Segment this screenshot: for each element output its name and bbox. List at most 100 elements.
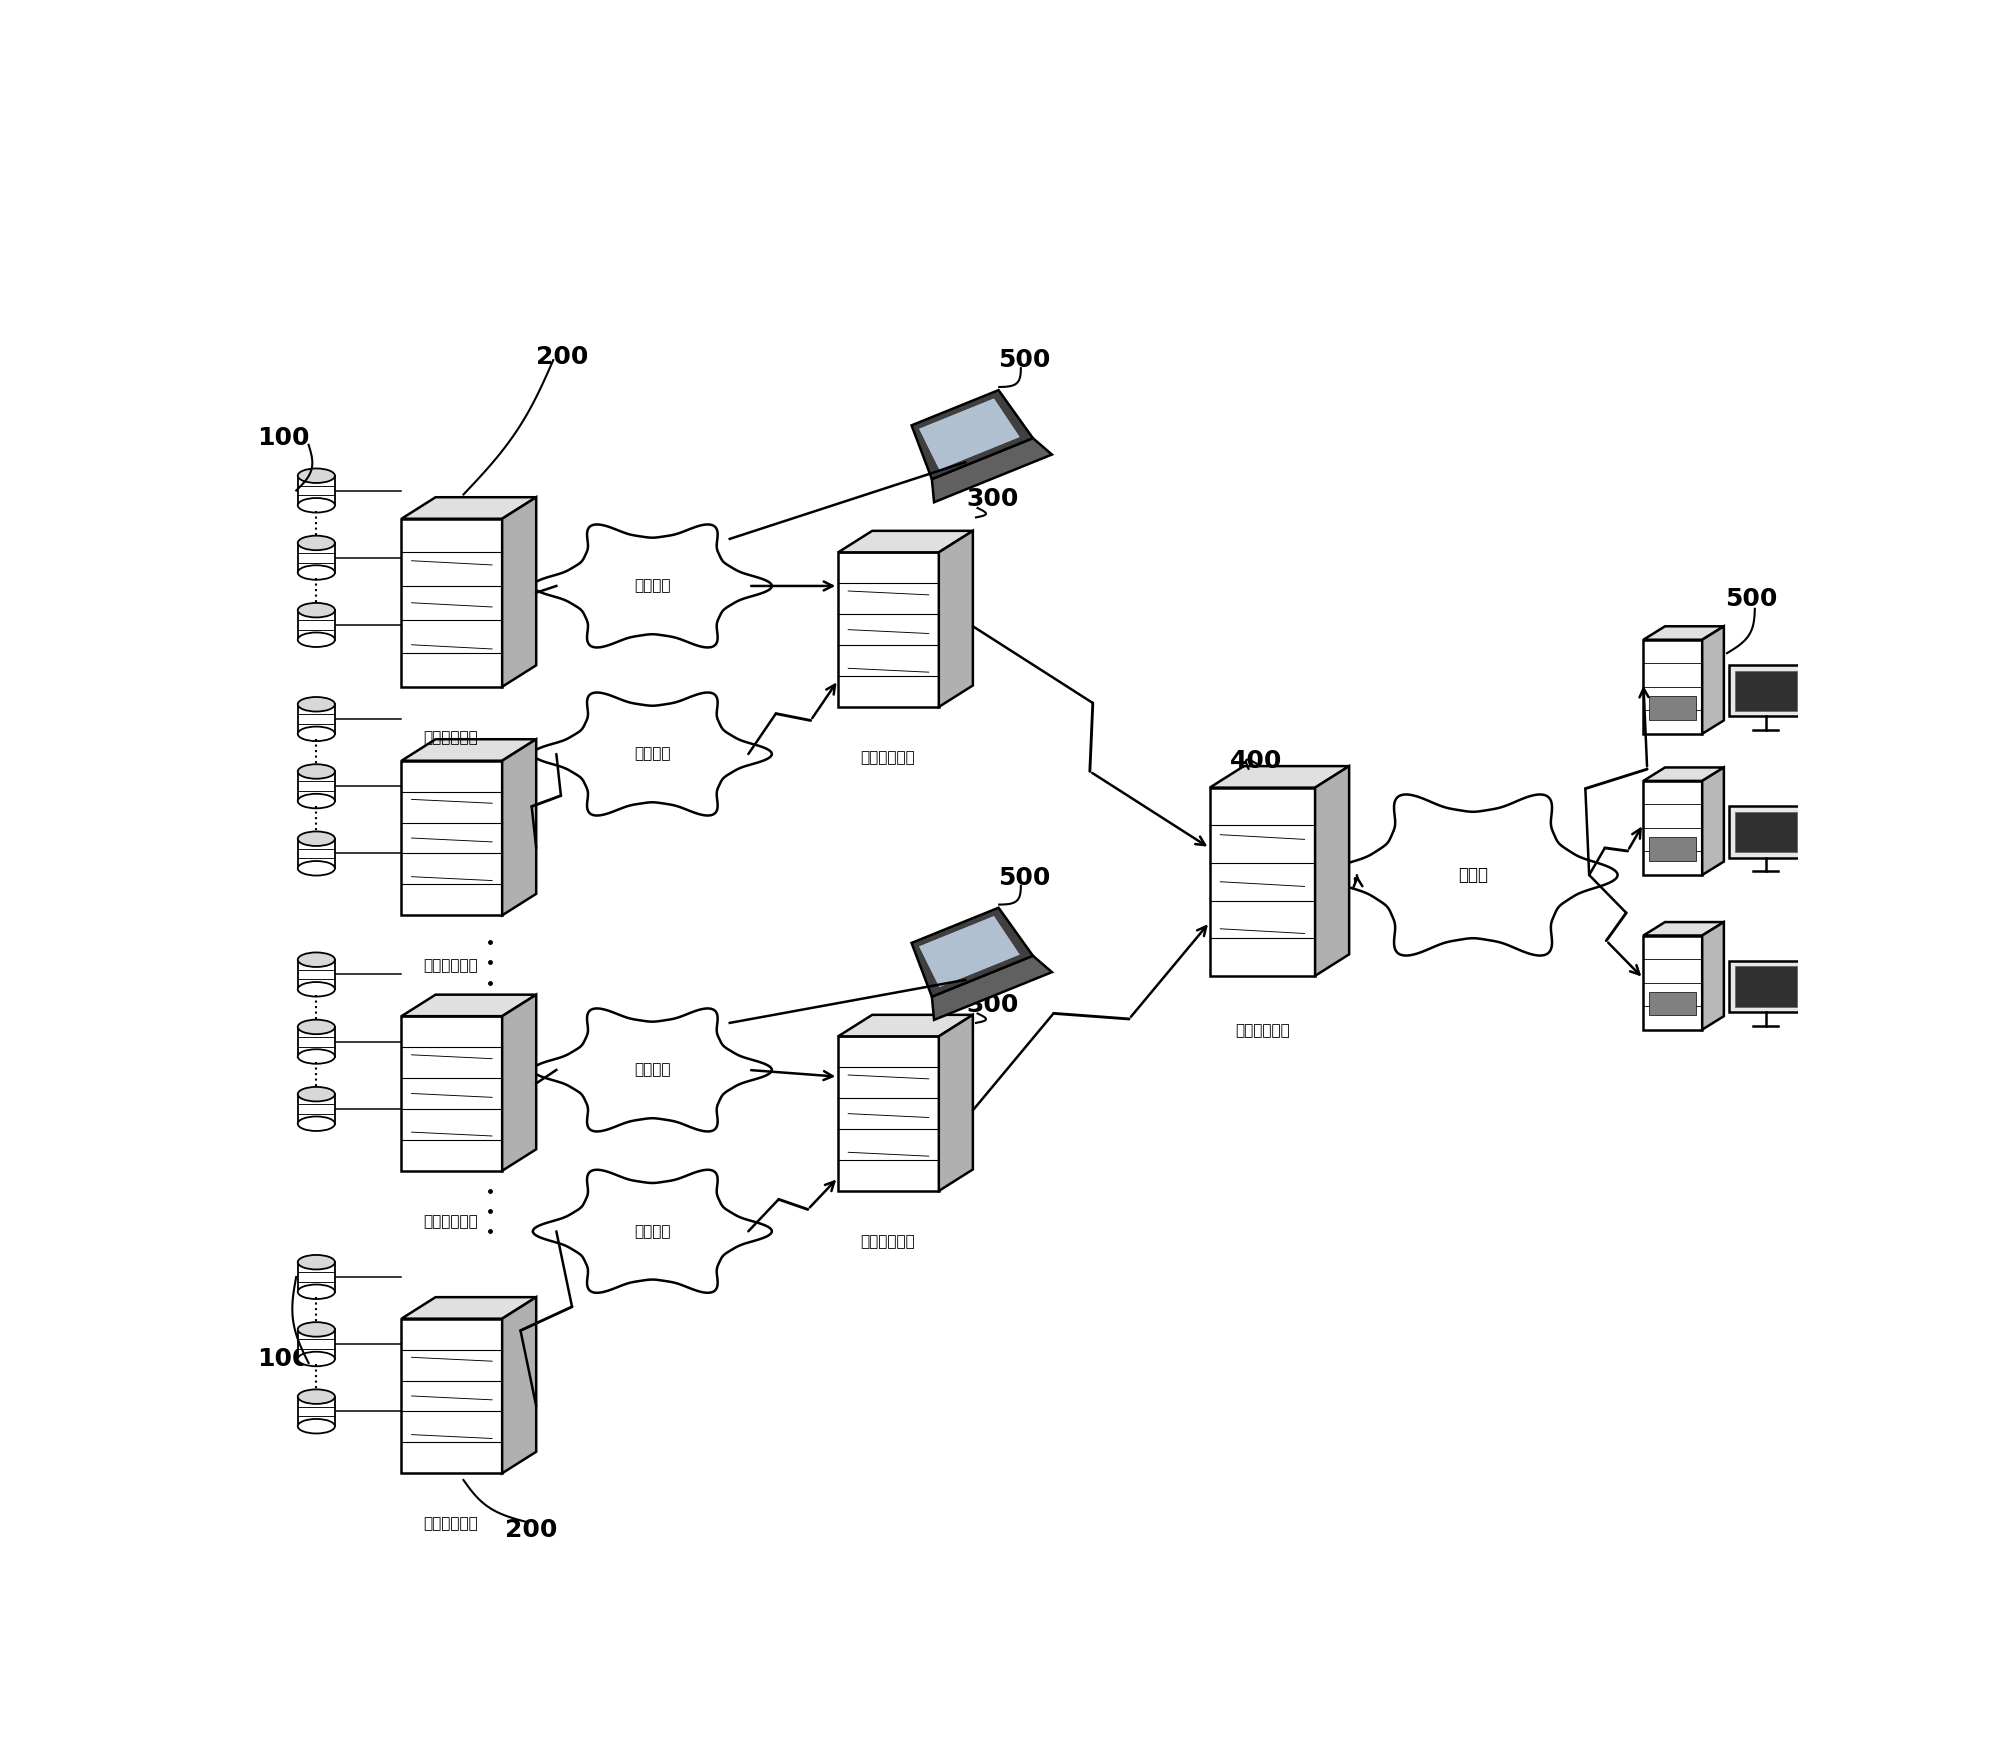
Polygon shape: [298, 1027, 336, 1056]
Text: 互联网: 互联网: [1459, 866, 1489, 883]
Polygon shape: [1315, 766, 1349, 976]
Ellipse shape: [298, 794, 336, 808]
Polygon shape: [298, 1262, 336, 1292]
Polygon shape: [298, 1095, 336, 1124]
Polygon shape: [911, 389, 1033, 478]
Polygon shape: [298, 960, 336, 990]
Text: 无线网络: 无线网络: [633, 1224, 671, 1238]
Polygon shape: [501, 995, 535, 1172]
Text: 500: 500: [997, 866, 1051, 890]
Polygon shape: [402, 761, 501, 915]
Ellipse shape: [298, 1390, 336, 1404]
Ellipse shape: [298, 1020, 336, 1034]
Text: 有线网络: 有线网络: [633, 578, 671, 594]
Text: 现场管理设备: 现场管理设备: [861, 1234, 915, 1248]
Polygon shape: [1728, 960, 1802, 1013]
Polygon shape: [839, 531, 973, 552]
Text: 500: 500: [1726, 587, 1778, 611]
Polygon shape: [931, 438, 1053, 503]
Polygon shape: [931, 955, 1053, 1020]
Polygon shape: [501, 1297, 535, 1474]
Text: 数据采集设备: 数据采集设备: [424, 1516, 478, 1531]
Ellipse shape: [298, 861, 336, 875]
Polygon shape: [1734, 967, 1796, 1007]
Text: 数据采集设备: 数据采集设备: [424, 959, 478, 973]
Polygon shape: [1642, 922, 1724, 936]
Polygon shape: [298, 609, 336, 639]
Text: 300: 300: [967, 993, 1019, 1018]
Polygon shape: [1642, 639, 1702, 733]
Polygon shape: [298, 475, 336, 505]
Polygon shape: [1728, 807, 1802, 857]
Polygon shape: [1734, 812, 1796, 852]
Polygon shape: [402, 1318, 501, 1474]
Polygon shape: [911, 908, 1033, 997]
Ellipse shape: [298, 1419, 336, 1433]
Polygon shape: [402, 519, 501, 686]
Polygon shape: [501, 498, 535, 686]
Polygon shape: [1642, 627, 1724, 639]
Text: 有线网络: 有线网络: [633, 1063, 671, 1077]
Ellipse shape: [298, 498, 336, 513]
Polygon shape: [402, 739, 535, 761]
Polygon shape: [402, 1297, 535, 1318]
Polygon shape: [1702, 627, 1724, 733]
Ellipse shape: [298, 1322, 336, 1337]
Ellipse shape: [298, 953, 336, 967]
Polygon shape: [1211, 766, 1349, 787]
Polygon shape: [1728, 665, 1802, 716]
Ellipse shape: [298, 1255, 336, 1269]
Polygon shape: [1642, 780, 1702, 875]
Polygon shape: [1329, 794, 1618, 955]
Polygon shape: [1648, 697, 1696, 719]
Polygon shape: [533, 1009, 771, 1131]
Text: 统一管理设备: 统一管理设备: [1235, 1023, 1291, 1037]
Ellipse shape: [298, 981, 336, 997]
Ellipse shape: [298, 1049, 336, 1063]
Polygon shape: [1211, 787, 1315, 976]
Ellipse shape: [298, 1351, 336, 1367]
Polygon shape: [939, 1014, 973, 1191]
Polygon shape: [533, 1170, 771, 1292]
Polygon shape: [1734, 670, 1796, 711]
Polygon shape: [533, 693, 771, 815]
Ellipse shape: [298, 536, 336, 550]
Polygon shape: [501, 739, 535, 915]
Polygon shape: [298, 704, 336, 733]
Text: 100: 100: [258, 1346, 310, 1371]
Polygon shape: [402, 1016, 501, 1172]
Polygon shape: [402, 995, 535, 1016]
Polygon shape: [1702, 768, 1724, 875]
Polygon shape: [919, 915, 1021, 988]
Text: 500: 500: [997, 347, 1051, 372]
Text: 400: 400: [1231, 749, 1283, 773]
Ellipse shape: [298, 697, 336, 712]
Polygon shape: [402, 498, 535, 519]
Ellipse shape: [298, 632, 336, 648]
Polygon shape: [298, 838, 336, 868]
Polygon shape: [298, 1329, 336, 1358]
Text: 数据采集设备: 数据采集设备: [424, 1213, 478, 1229]
Text: 200: 200: [535, 346, 589, 370]
Ellipse shape: [298, 726, 336, 740]
Text: 200: 200: [505, 1517, 557, 1542]
Ellipse shape: [298, 566, 336, 580]
Polygon shape: [533, 524, 771, 648]
Text: 300: 300: [967, 487, 1019, 510]
Ellipse shape: [298, 602, 336, 618]
Polygon shape: [298, 1397, 336, 1426]
Ellipse shape: [298, 765, 336, 779]
Ellipse shape: [298, 1285, 336, 1299]
Polygon shape: [919, 398, 1021, 470]
Polygon shape: [839, 552, 939, 707]
Text: 100: 100: [258, 426, 310, 450]
Polygon shape: [939, 531, 973, 707]
Text: 数据采集设备: 数据采集设备: [424, 730, 478, 746]
Text: 无线网络: 无线网络: [633, 747, 671, 761]
Polygon shape: [298, 772, 336, 801]
Polygon shape: [1648, 992, 1696, 1016]
Polygon shape: [1648, 838, 1696, 861]
Ellipse shape: [298, 1088, 336, 1102]
Polygon shape: [839, 1014, 973, 1037]
Text: 现场管理设备: 现场管理设备: [861, 751, 915, 765]
